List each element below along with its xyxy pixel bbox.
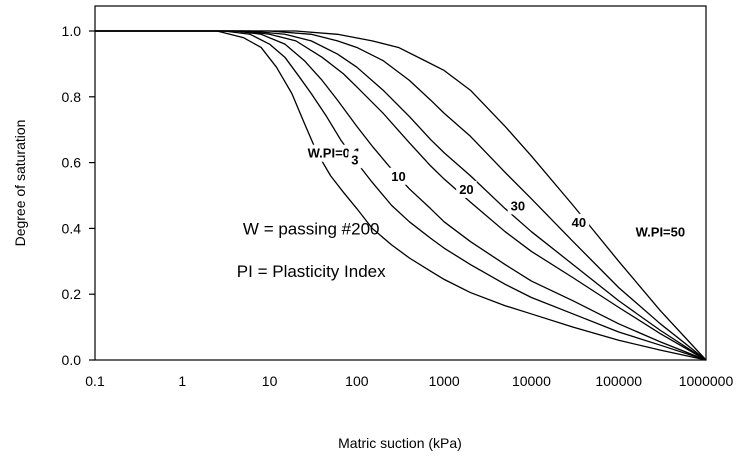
y-tick-label: 0.2: [62, 286, 82, 302]
curve-label-bg: [568, 213, 590, 231]
x-tick-label: 1: [178, 373, 186, 389]
curves: [95, 30, 707, 361]
curve-1: [95, 30, 707, 361]
curve-6: [95, 30, 707, 361]
curve-0: [95, 30, 707, 361]
curve-label-bg: [388, 167, 409, 185]
annotations: W = passing #200 PI = Plasticity Index: [237, 219, 386, 281]
curve-labels: W.PI=0.13 10 20 30 40 W.PI=50: [304, 144, 689, 241]
curve-label-text: 10: [391, 169, 405, 184]
y-tick-label: 0.0: [62, 352, 82, 368]
curve-3: [95, 30, 707, 361]
x-axis-ticks: 0.1 1 10 100 1000 10000 100000 1000000: [85, 373, 733, 389]
x-tick-label: 100000: [595, 373, 642, 389]
curve-label-4: 30: [507, 197, 529, 215]
curve-label-bg: [632, 223, 689, 241]
y-tick-label: 0.4: [62, 220, 82, 236]
y-tick-label: 0.6: [62, 155, 82, 171]
x-axis-title: Matric suction (kPa): [338, 435, 462, 451]
x-tick-label: 10: [262, 373, 278, 389]
curve-label-text: W.PI=0.1: [308, 146, 361, 161]
curve-label-1: 3: [348, 151, 362, 169]
curve-5: [95, 30, 707, 361]
curve-label-text: 20: [459, 182, 473, 197]
y-axis-ticks: 0.0 0.2 0.4 0.6 0.8 1.0: [62, 23, 95, 368]
x-tick-label: 0.1: [85, 373, 105, 389]
annotation-0: W = passing #200: [243, 219, 380, 238]
plot-frame: [94, 5, 707, 361]
y-tick-label: 0.8: [62, 89, 82, 105]
x-tick-label: 100: [345, 373, 369, 389]
curve-label-text: 3: [351, 152, 358, 167]
curve-label-3: 20: [456, 180, 477, 198]
curve-label-text: W.PI=50: [636, 225, 686, 240]
x-tick-label: 10000: [512, 373, 551, 389]
annotation-1: PI = Plasticity Index: [237, 262, 386, 281]
curve-label-bg: [507, 197, 529, 215]
curve-label-2: 10: [388, 167, 409, 185]
x-tick-label: 1000: [429, 373, 460, 389]
curve-4: [95, 30, 707, 361]
curve-label-text: 40: [572, 215, 586, 230]
curve-label-bg: [348, 151, 362, 169]
curve-label-bg: [456, 180, 477, 198]
curve-2: [95, 30, 707, 361]
curve-label-5: 40: [568, 213, 590, 231]
curve-label-6: W.PI=50: [632, 223, 689, 241]
x-tick-label: 1000000: [679, 373, 734, 389]
curve-label-text: 30: [511, 198, 525, 213]
y-tick-label: 1.0: [62, 23, 82, 39]
y-axis-title: Degree of saturation: [12, 120, 28, 247]
